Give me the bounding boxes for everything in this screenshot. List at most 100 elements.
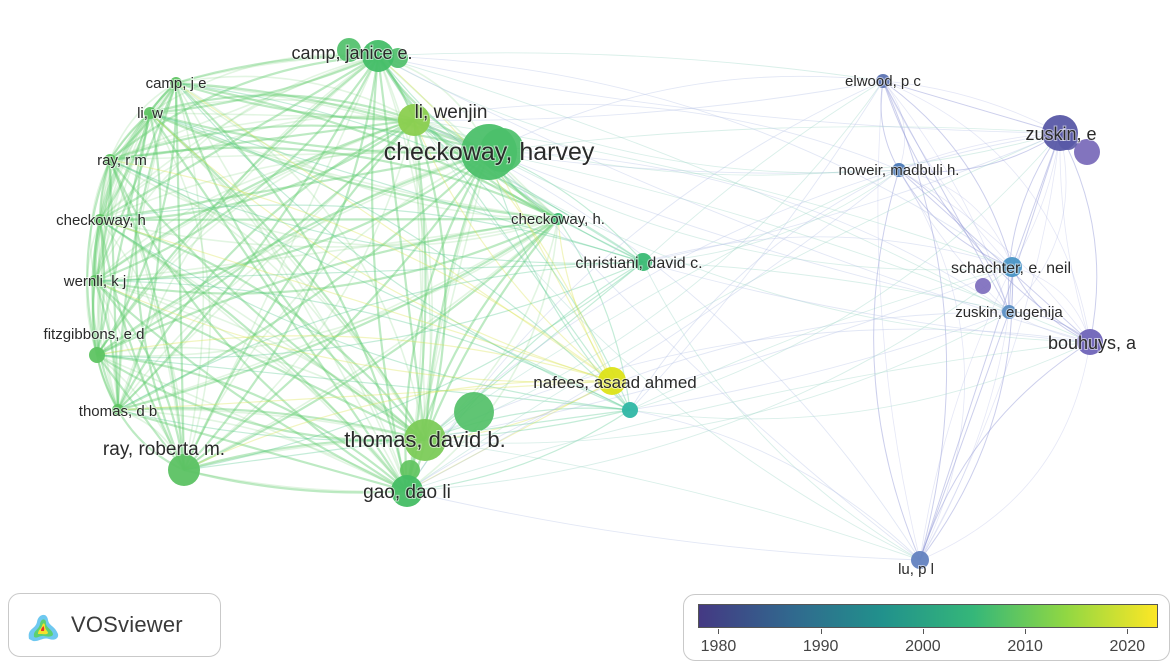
author-node-checkoway-h[interactable]	[94, 214, 106, 226]
cross-link	[642, 169, 900, 263]
node-label-bouhuys-a[interactable]: bouhuys, a	[1047, 332, 1138, 354]
node-label-ray-roberta-m[interactable]: ray, roberta m.	[102, 438, 226, 461]
author-node-li-w[interactable]	[144, 107, 156, 119]
cross-link	[629, 132, 1061, 411]
author-node-zuskin-eugenija[interactable]	[1002, 305, 1016, 319]
bridge-link	[557, 218, 631, 411]
cross-link	[424, 169, 900, 441]
node-label-li-wenjin[interactable]: li, wenjin	[414, 101, 489, 124]
cluster-link	[423, 218, 559, 441]
author-node-elwood-p-c[interactable]	[876, 74, 890, 88]
author-node-christiani-david-c[interactable]	[634, 253, 652, 271]
node-label-thomas-david-b[interactable]: thomas, david b.	[343, 426, 506, 453]
cross-link	[629, 266, 1013, 411]
cross-link	[424, 328, 1091, 441]
author-node-gao-dao-li[interactable]	[391, 475, 423, 507]
author-node-bouhuys-a[interactable]	[1077, 329, 1103, 355]
node-label-fitzgibbons-e-d[interactable]: fitzgibbons, e d	[43, 325, 146, 344]
cluster-link	[94, 218, 559, 282]
node-label-lu-p-l[interactable]: lu, p l	[897, 560, 935, 579]
author-node-thomas-david-b[interactable]	[404, 419, 446, 461]
cluster-link	[175, 75, 415, 121]
cross-link	[377, 55, 921, 561]
cluster-link	[95, 219, 106, 356]
author-node-noweir-madbuli-h[interactable]	[892, 163, 906, 177]
cluster-link	[98, 82, 177, 221]
author-node[interactable]	[975, 278, 991, 294]
author-node-wernli-k-j[interactable]	[89, 275, 101, 287]
author-node-camp-janice-e[interactable]	[362, 40, 394, 72]
author-node-hub-teal[interactable]	[622, 402, 638, 418]
node-label-checkoway-h2[interactable]: checkoway, h.	[510, 210, 606, 229]
node-label-gao-dao-li[interactable]: gao, dao li	[362, 481, 452, 504]
bridge-link	[149, 112, 631, 411]
node-label-zuskin-e[interactable]: zuskin, e	[1024, 123, 1097, 145]
author-node-nafees-asaad-ahmed[interactable]	[598, 367, 626, 395]
author-node-zuskin-e[interactable]	[1042, 115, 1078, 151]
cluster-link	[96, 346, 426, 441]
node-label-christiani-david-c[interactable]: christiani, david c.	[574, 254, 703, 273]
node-label-ray-r-m[interactable]: ray, r m	[96, 151, 148, 170]
author-node-lu-p-l[interactable]	[911, 551, 929, 569]
bridge-link	[424, 261, 644, 441]
cluster-link	[377, 55, 559, 221]
cluster-link	[96, 55, 379, 356]
node-label-zuskin-eugenija[interactable]: zuskin, eugenija	[954, 303, 1064, 322]
cross-link	[424, 132, 1061, 441]
cluster-link	[93, 82, 178, 282]
vosviewer-logo-icon	[28, 614, 59, 642]
cross-link	[642, 261, 921, 561]
cluster-link	[94, 280, 408, 492]
author-node[interactable]	[1074, 139, 1100, 165]
bridge-link	[99, 219, 631, 411]
bridge-link	[117, 261, 644, 411]
bridge-link	[413, 119, 644, 263]
cluster-link	[149, 111, 559, 221]
cluster-link	[109, 82, 177, 161]
node-label-checkoway-h[interactable]: checkoway, h	[55, 211, 147, 230]
author-node-schachter-e-neil[interactable]	[1002, 257, 1022, 277]
cluster-link	[108, 159, 186, 471]
cluster-link	[95, 112, 152, 356]
cluster-link	[1008, 132, 1067, 313]
node-label-li-w[interactable]: li, w	[136, 104, 164, 123]
cluster-link	[96, 354, 408, 492]
cluster-link	[116, 82, 178, 411]
author-node-ray-roberta-m[interactable]	[168, 454, 200, 486]
cross-link	[488, 126, 1061, 153]
node-label-elwood-p-c[interactable]: elwood, p c	[844, 72, 922, 91]
cluster-link	[873, 169, 921, 561]
cluster-link	[149, 54, 379, 115]
author-node[interactable]	[400, 460, 420, 480]
author-node[interactable]	[454, 392, 494, 432]
author-node-camp-j-e[interactable]	[170, 77, 182, 89]
cluster-link	[370, 55, 409, 492]
author-node-fitzgibbons-e-d[interactable]	[89, 347, 105, 363]
author-node-checkoway-h2[interactable]	[552, 213, 564, 225]
node-label-wernli-k-j[interactable]: wernli, k j	[62, 272, 128, 291]
node-label-thomas-d-b[interactable]: thomas, d b	[78, 402, 158, 421]
nodes-layer	[89, 38, 1103, 569]
node-label-noweir-madbuli-h[interactable]: noweir, madbuli h.	[838, 161, 961, 180]
cluster-link	[117, 55, 379, 411]
cross-link	[629, 409, 921, 561]
author-node-ray-r-m[interactable]	[104, 154, 116, 166]
cluster-link	[96, 119, 415, 356]
author-node[interactable]	[337, 38, 361, 62]
cluster-link	[99, 150, 490, 222]
node-label-checkoway-harvey[interactable]: checkoway, harvey	[383, 137, 596, 167]
cluster-link	[96, 354, 185, 471]
node-label-nafees-asaad-ahmed[interactable]: nafees, asaad ahmed	[532, 372, 698, 393]
cluster-link	[116, 112, 162, 411]
author-node-thomas-d-b[interactable]	[112, 404, 124, 416]
cluster-link	[96, 353, 408, 492]
network-map[interactable]: checkoway, harvey thomas, david b. ray, ro…	[0, 0, 1173, 590]
node-label-camp-j-e[interactable]: camp, j e	[145, 74, 208, 93]
author-node-li-wenjin[interactable]	[398, 104, 430, 136]
node-label-camp-janice-e[interactable]: camp, janice e.	[290, 42, 413, 64]
cluster-link	[94, 280, 408, 492]
author-node-checkoway-harvey[interactable]	[461, 124, 517, 180]
node-label-schachter-e-neil[interactable]: schachter, e. neil	[950, 259, 1072, 278]
cluster-link	[175, 82, 426, 441]
app-name: VOSviewer	[71, 612, 183, 637]
